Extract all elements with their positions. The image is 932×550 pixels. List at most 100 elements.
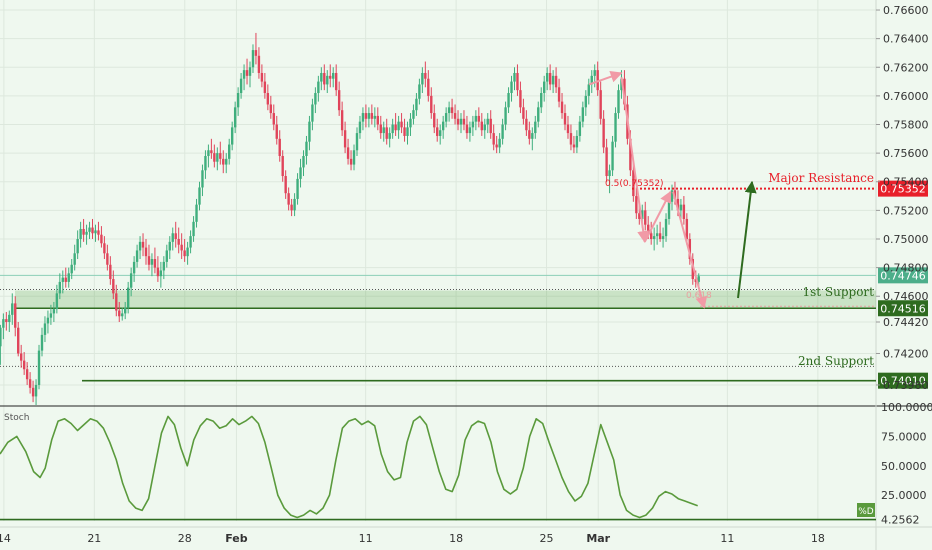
price-tag-bg <box>878 300 928 317</box>
candle-body <box>67 273 70 282</box>
candle-body <box>343 130 347 148</box>
candle-body <box>31 387 35 397</box>
candle-body <box>489 118 492 134</box>
candle-body <box>697 276 700 282</box>
candle-body <box>91 227 94 234</box>
candle-body <box>171 233 174 242</box>
candle-body <box>248 67 252 76</box>
candle-body <box>397 121 400 131</box>
candle-body <box>364 113 368 119</box>
candle-body <box>260 72 264 82</box>
candle-body <box>361 113 365 122</box>
candle-body <box>575 135 579 148</box>
candle-body <box>421 72 424 85</box>
candle-body <box>543 81 546 94</box>
x-tick-label: 18 <box>449 532 463 545</box>
pattern-leg-start <box>588 70 623 86</box>
candle-body <box>516 72 519 91</box>
y-tick-label: 0.74800 <box>883 262 929 275</box>
candle-body <box>483 124 486 131</box>
candle-body <box>85 231 88 235</box>
candle-body <box>0 327 2 347</box>
candle-body <box>635 196 638 214</box>
y-tick-label: 0.75400 <box>883 176 929 189</box>
candle-body <box>430 95 433 114</box>
y-tick-label: 0.75000 <box>883 233 929 246</box>
candle-body <box>682 204 686 219</box>
candle-body <box>228 144 231 159</box>
major-resistance-label: Major Resistance <box>768 171 874 185</box>
candle-body <box>379 124 382 134</box>
candle-body <box>498 138 501 148</box>
candle-body <box>566 124 570 134</box>
candle-body <box>43 323 47 335</box>
candle-body <box>222 158 225 165</box>
candle-body <box>25 369 29 380</box>
candle-body <box>106 253 109 265</box>
candle-body <box>100 234 103 244</box>
candle-body <box>641 210 644 219</box>
candlestick-series <box>0 32 700 405</box>
candle-body <box>332 72 335 79</box>
candle-body <box>198 187 201 205</box>
pattern-leg-up <box>643 190 672 243</box>
fib-05-label: 0.5(0.75352) <box>605 179 664 189</box>
candle-body <box>667 201 671 219</box>
candle-body <box>688 238 692 260</box>
y-tick-label: 0.76600 <box>883 4 929 17</box>
candle-body <box>480 121 483 131</box>
candle-body <box>210 150 213 154</box>
candle-body <box>5 319 8 322</box>
candle-body <box>135 250 139 262</box>
candle-body <box>409 118 412 128</box>
candle-body <box>676 198 680 211</box>
candle-body <box>2 319 5 328</box>
candle-body <box>320 72 323 82</box>
candle-body <box>355 133 359 151</box>
candle-body <box>685 218 689 239</box>
candle-body <box>138 241 142 251</box>
candle-body <box>560 101 564 114</box>
candle-body <box>540 93 543 108</box>
candle-body <box>293 198 296 211</box>
y-tick-label: 0.76400 <box>883 33 929 46</box>
y-tick-label: 0.75600 <box>883 147 929 160</box>
candle-body <box>501 124 504 139</box>
price-tag-bg <box>878 180 928 197</box>
candle-body <box>189 236 192 248</box>
candle-body <box>587 84 590 96</box>
candle-body <box>486 118 489 125</box>
candle-body <box>46 317 50 324</box>
candle-body <box>287 193 290 205</box>
projection-arrow <box>737 180 757 299</box>
candle-body <box>652 236 656 239</box>
candle-body <box>471 121 475 128</box>
candle-body <box>109 264 112 280</box>
candle-body <box>121 313 124 317</box>
candle-body <box>346 147 350 159</box>
y-tick-label: 0.75200 <box>883 204 929 217</box>
pattern-leg-down-1 <box>620 77 650 244</box>
candle-body <box>340 110 344 131</box>
candle-body <box>382 127 385 134</box>
stoch-legend-badge <box>857 503 875 517</box>
candle-body <box>290 204 293 211</box>
support-zones <box>0 274 876 382</box>
candle-body <box>495 144 498 148</box>
candle-body <box>602 118 605 148</box>
candle-body <box>406 127 409 136</box>
candle-body <box>82 228 85 235</box>
candle-body <box>679 204 683 211</box>
candle-body <box>444 113 448 122</box>
candle-body <box>655 233 659 237</box>
first-support-label: 1st Support <box>802 285 874 299</box>
stoch-panel <box>0 415 876 521</box>
candle-body <box>337 90 341 111</box>
candle-body <box>661 236 665 239</box>
candle-body <box>551 75 555 85</box>
candle-body <box>302 155 305 168</box>
candle-body <box>394 124 397 131</box>
axes: 0.76600 0.76400 0.76200 0.76000 0.75800 0.756… <box>0 4 932 545</box>
candle-body <box>673 190 677 199</box>
candle-body <box>153 259 157 268</box>
